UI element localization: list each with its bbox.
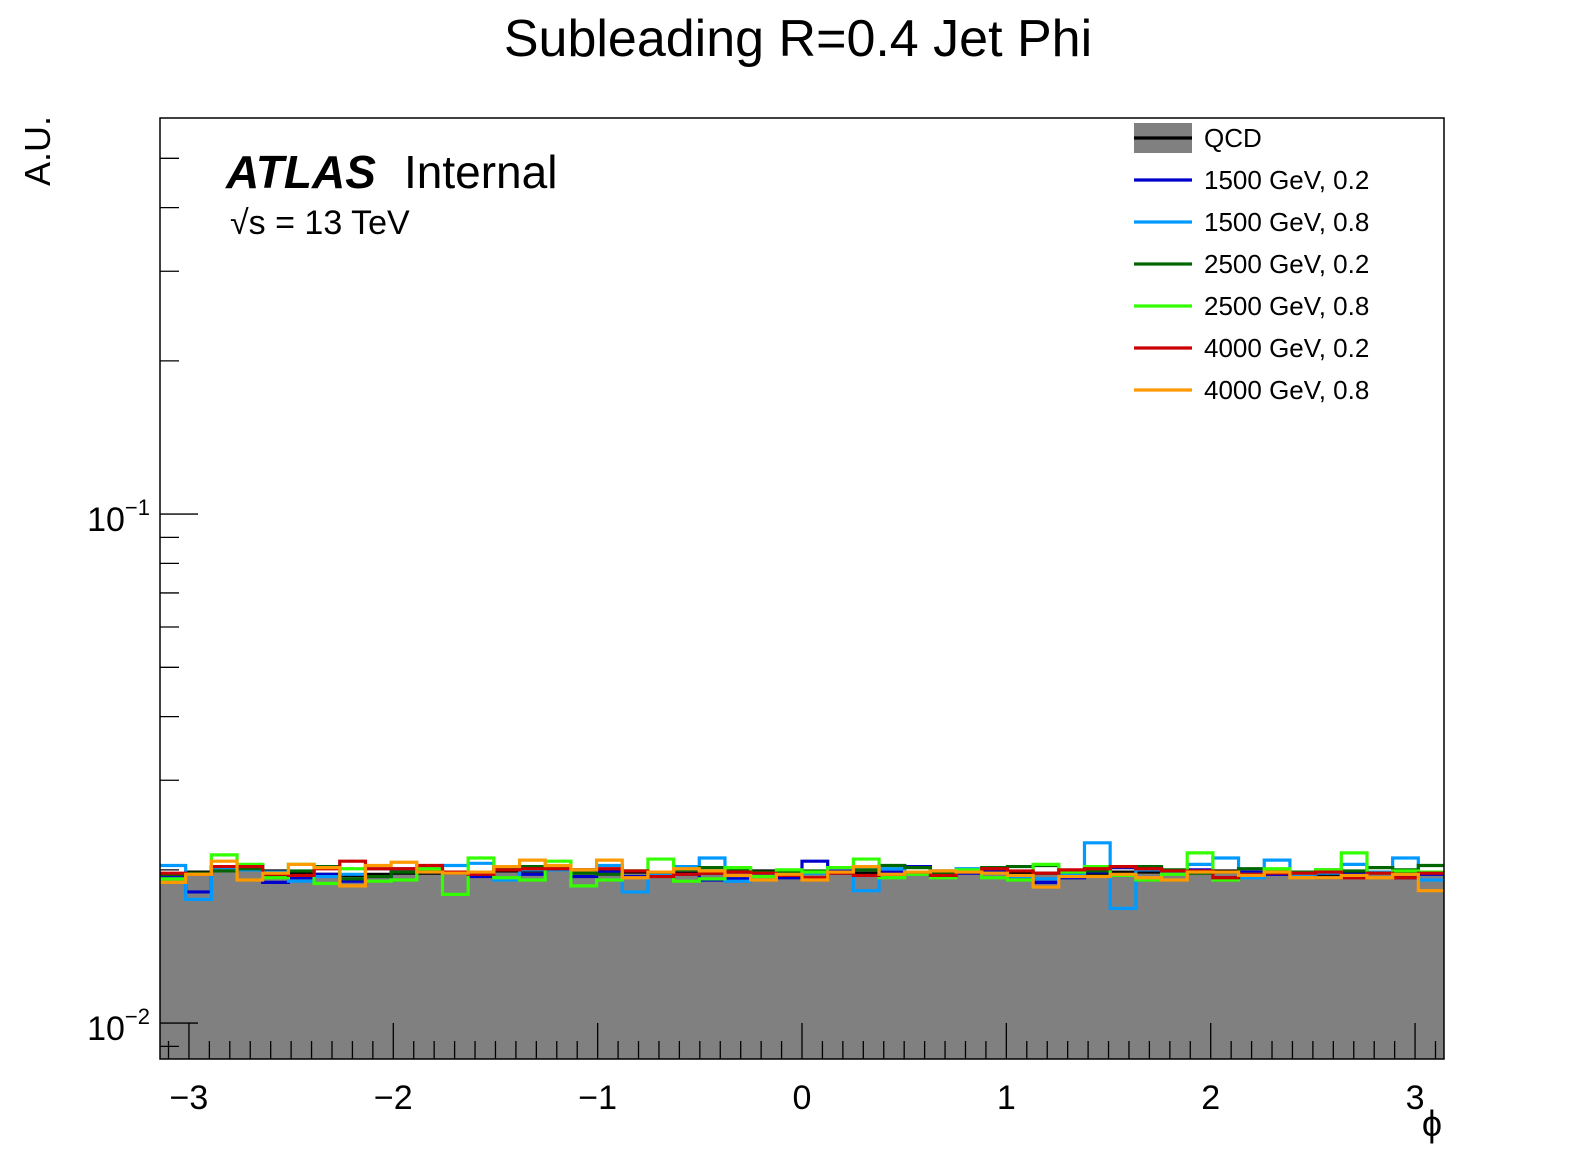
series-line-4 — [160, 851, 1444, 896]
y-tick-exp: −2 — [125, 1004, 150, 1029]
legend-label: QCD — [1204, 123, 1262, 153]
energy-text: s = 13 TeV — [249, 204, 410, 242]
series-qcd-fill — [160, 869, 1444, 1059]
legend-label: 1500 GeV, 0.2 — [1204, 165, 1369, 195]
legend-item: 2500 GeV, 0.2 — [1134, 249, 1369, 279]
legend-item: 1500 GeV, 0.2 — [1134, 165, 1369, 195]
legend-item: 4000 GeV, 0.2 — [1134, 333, 1369, 363]
series-layer — [160, 841, 1444, 910]
x-tick-label: −2 — [374, 1079, 413, 1117]
legend-label: 2500 GeV, 0.8 — [1204, 291, 1369, 321]
energy-label: √s = 13 TeV — [230, 204, 410, 242]
legend-item: 4000 GeV, 0.8 — [1134, 375, 1369, 405]
legend-item: 1500 GeV, 0.8 — [1134, 207, 1369, 237]
chart-title: Subleading R=0.4 Jet Phi — [504, 10, 1092, 68]
y-tick-base: 10 — [87, 1010, 125, 1048]
legend-label: 1500 GeV, 0.8 — [1204, 207, 1369, 237]
y-tick-base: 10 — [87, 501, 125, 539]
x-tick-label: 0 — [793, 1079, 812, 1117]
legend-item: QCD — [1134, 123, 1262, 153]
x-tick-label: 3 — [1406, 1079, 1425, 1117]
internal-label: Internal — [404, 146, 557, 198]
y-axis-label: A.U. — [17, 116, 58, 186]
legend: QCD 1500 GeV, 0.2 1500 GeV, 0.8 2500 GeV, 0… — [1134, 123, 1369, 405]
y-tick-exp: −1 — [125, 495, 150, 520]
legend-label: 4000 GeV, 0.2 — [1204, 333, 1369, 363]
x-tick-label: −3 — [170, 1079, 209, 1117]
x-axis-label: ϕ — [1422, 1103, 1442, 1144]
series-line-6 — [160, 858, 1444, 893]
y-tick-label: 10−2 — [87, 1004, 150, 1048]
y-tick-label: 10−1 — [87, 495, 150, 539]
legend-label: 4000 GeV, 0.8 — [1204, 375, 1369, 405]
x-tick-label: −1 — [578, 1079, 617, 1117]
x-axis: −3 −2 −1 0 1 2 3 — [167, 1023, 1437, 1117]
sqrt-symbol: √ — [230, 204, 249, 242]
y-axis: 10−110−2 — [87, 157, 198, 1048]
legend-label: 2500 GeV, 0.2 — [1204, 249, 1369, 279]
atlas-label: ATLAS — [225, 146, 376, 198]
x-tick-label: 2 — [1201, 1079, 1220, 1117]
qcd-fill-layer — [160, 869, 1444, 1059]
x-tick-label: 1 — [997, 1079, 1016, 1117]
legend-item: 2500 GeV, 0.8 — [1134, 291, 1369, 321]
